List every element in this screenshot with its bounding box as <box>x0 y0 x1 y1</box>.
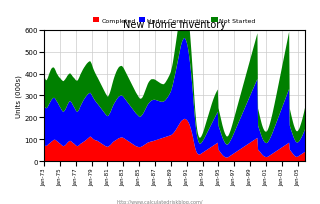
Text: http://www.calculatedriskblog.com/: http://www.calculatedriskblog.com/ <box>117 199 203 204</box>
Y-axis label: Units (000s): Units (000s) <box>15 75 21 117</box>
Title: New Home Inventory: New Home Inventory <box>123 20 226 30</box>
Legend: Completed, Under Construction, Not Started: Completed, Under Construction, Not Start… <box>91 16 258 26</box>
